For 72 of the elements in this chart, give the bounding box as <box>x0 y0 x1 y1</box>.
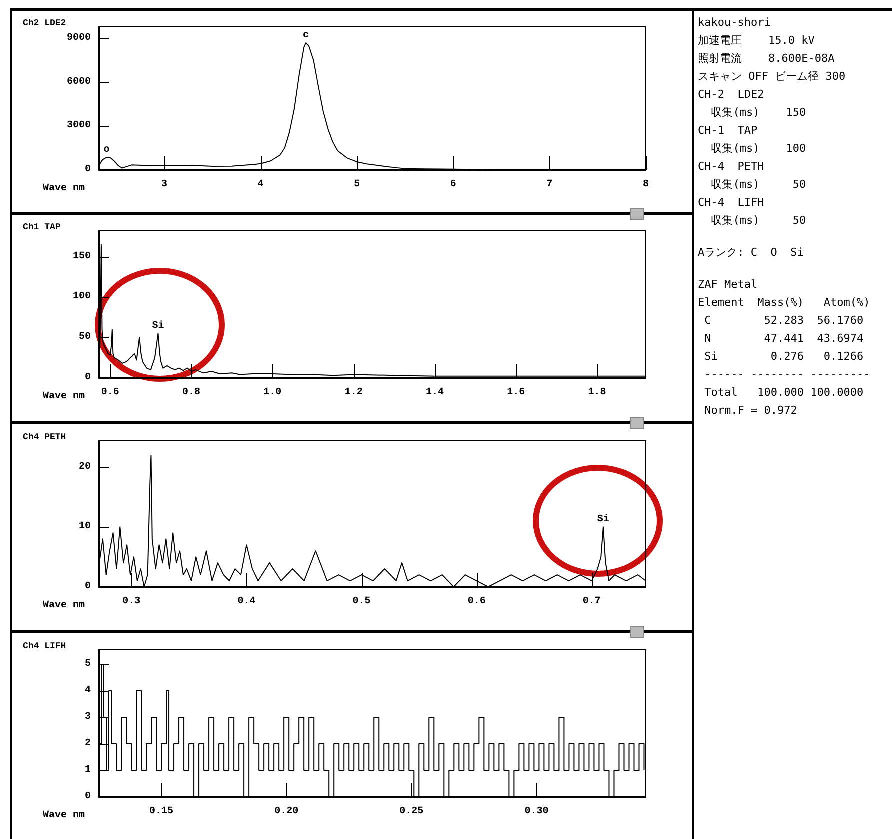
text: 加速電圧 15.0 kV <box>698 33 816 49</box>
chart-title: Ch4 PETH <box>23 432 66 442</box>
y-tick-label: 9000 <box>66 33 91 44</box>
y-tick-label: 10 <box>78 522 91 533</box>
x-tick-label: 7 <box>546 180 553 190</box>
text: C 52.283 56.1760 <box>704 313 865 329</box>
x-tick-label: 1.4 <box>426 388 444 398</box>
x-tick-label: 0.15 <box>150 806 174 818</box>
x-tick-label: 0.20 <box>274 806 299 818</box>
x-tick-label: 8 <box>642 180 650 190</box>
text: スキャン OFF ビーム径 300 <box>698 69 847 85</box>
x-tick-label: 1.0 <box>264 388 282 398</box>
x-tick-label: 1.2 <box>344 388 363 398</box>
annotation: c <box>303 30 310 42</box>
text: Si 0.276 0.1266 <box>704 349 865 365</box>
text: CH-1 TAP <box>698 123 759 139</box>
text: ------ -------- --------- <box>704 367 872 383</box>
y-tick-label: 100 <box>72 292 91 303</box>
y-tick-label: 6000 <box>66 76 91 88</box>
y-tick-label: 0 <box>84 372 91 384</box>
y-tick-label: 0 <box>84 164 91 176</box>
text: 照射電流 8.600E-08A <box>698 51 836 67</box>
x-tick-label: 0.7 <box>582 596 601 608</box>
y-tick-label: 0 <box>84 792 91 802</box>
x-tick-label: 0.30 <box>524 806 549 818</box>
x-axis-title: Wave nm <box>42 184 85 194</box>
x-tick-label: 5 <box>354 180 360 190</box>
annotation: o <box>104 145 110 156</box>
x-tick-label: 3 <box>161 180 168 190</box>
text: N 47.441 43.6974 <box>704 331 865 347</box>
x-tick-label: 0.5 <box>352 596 371 608</box>
y-tick-label: 4 <box>84 686 91 697</box>
chart-title: Ch1 TAP <box>23 222 62 232</box>
y-tick-label: 5 <box>84 659 91 670</box>
x-tick-label: 1.6 <box>507 388 526 398</box>
x-tick-label: 0.4 <box>238 596 256 608</box>
x-tick-label: 6 <box>450 180 456 190</box>
y-tick-label: 150 <box>72 251 91 262</box>
x-axis-title: Wave nm <box>42 810 85 822</box>
text: CH-4 PETH <box>698 159 766 175</box>
text: Total 100.000 100.0000 <box>704 385 865 401</box>
text: kakou-shori <box>698 15 772 31</box>
text: 収集(ms) 100 <box>710 141 808 157</box>
x-tick-label: 0.8 <box>182 388 201 398</box>
text: CH-2 LDE2 <box>698 87 766 103</box>
x-tick-label: 0.6 <box>101 388 120 398</box>
x-tick-label: 4 <box>258 180 264 190</box>
text: CH-4 LIFH <box>698 195 766 211</box>
y-tick-label: 20 <box>78 462 91 473</box>
x-axis-title: Wave nm <box>42 600 85 612</box>
y-tick-label: 1 <box>84 765 91 776</box>
x-tick-label: 0.3 <box>122 596 141 608</box>
y-tick-label: 3000 <box>66 120 91 132</box>
y-tick-label: 3 <box>84 712 91 724</box>
chart-title: Ch4 LIFH <box>23 642 66 652</box>
annotation: Si <box>152 320 164 332</box>
text: 収集(ms) 50 <box>710 177 808 193</box>
x-tick-label: 0.6 <box>468 596 486 608</box>
text: 収集(ms) 150 <box>710 105 808 121</box>
x-tick-label: 0.25 <box>400 806 424 818</box>
x-tick-label: 1.8 <box>588 388 606 398</box>
annotation: Si <box>597 514 610 526</box>
text: Norm.F = 0.972 <box>704 403 798 419</box>
text: Element Mass(%) Atom(%) <box>698 295 872 311</box>
chart-title: Ch2 LDE2 <box>23 18 66 28</box>
text: 収集(ms) 50 <box>710 213 808 229</box>
y-tick-label: 0 <box>84 582 91 592</box>
x-axis-title: Wave nm <box>42 392 85 402</box>
y-tick-label: 50 <box>78 332 91 344</box>
y-tick-label: 2 <box>84 738 91 750</box>
text: ZAF Metal <box>698 277 759 293</box>
text: Aランク: C O Si <box>698 245 805 261</box>
